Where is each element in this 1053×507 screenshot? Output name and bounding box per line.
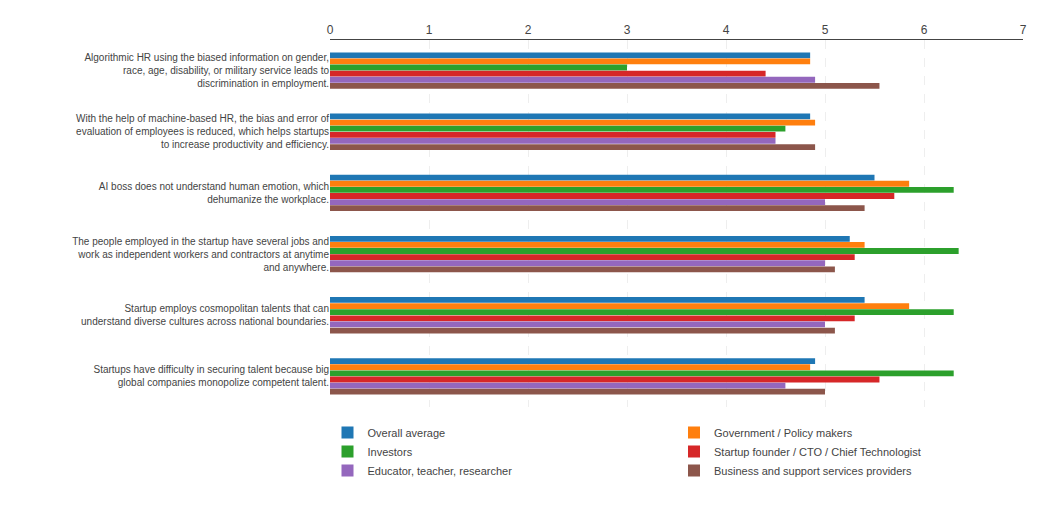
svg-text:Government / Policy makers: Government / Policy makers — [714, 427, 853, 439]
svg-text:5: 5 — [822, 23, 829, 37]
svg-text:6: 6 — [921, 23, 928, 37]
svg-text:Algorithmic HR using the biase: Algorithmic HR using the biased informat… — [84, 52, 329, 89]
svg-text:AI boss does not understand hu: AI boss does not understand human emotio… — [99, 181, 329, 205]
svg-text:Business and support services: Business and support services providers — [714, 465, 912, 477]
svg-text:0: 0 — [327, 23, 334, 37]
svg-text:With the help of machine-based: With the help of machine-based HR, the b… — [76, 113, 329, 150]
svg-text:Overall average: Overall average — [368, 427, 446, 439]
svg-text:Educator, teacher, researcher: Educator, teacher, researcher — [368, 465, 513, 477]
svg-text:Startup founder / CTO / Chief: Startup founder / CTO / Chief Technologi… — [714, 446, 921, 458]
svg-text:2: 2 — [525, 23, 532, 37]
svg-text:Investors: Investors — [368, 446, 413, 458]
svg-text:Startups have difficulty in se: Startups have difficulty in securing tal… — [93, 364, 329, 388]
svg-text:Startup employs cosmopolitan t: Startup employs cosmopolitan talents tha… — [81, 303, 329, 327]
svg-text:1: 1 — [426, 23, 433, 37]
svg-text:The people employed in the sta: The people employed in the startup have … — [72, 236, 329, 273]
svg-text:7: 7 — [1020, 23, 1027, 37]
svg-text:4: 4 — [723, 23, 730, 37]
svg-text:3: 3 — [624, 23, 631, 37]
